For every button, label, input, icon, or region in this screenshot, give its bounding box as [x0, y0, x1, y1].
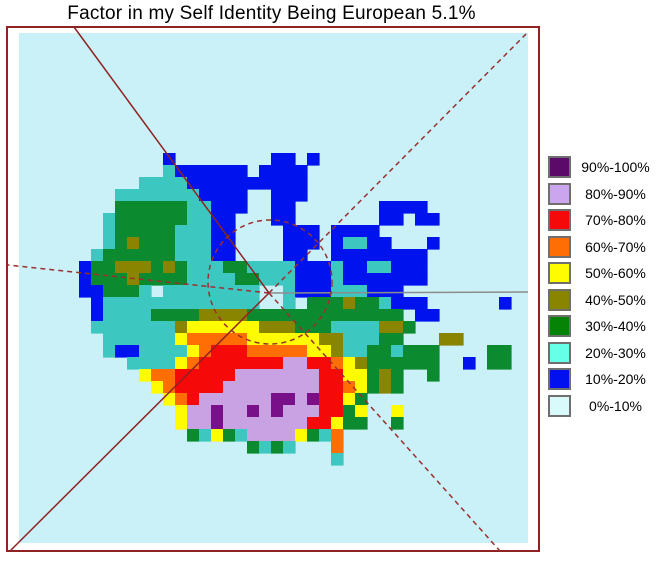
- legend-label: 20%-30%: [585, 344, 646, 361]
- legend-swatch: [548, 209, 571, 232]
- legend-swatch: [548, 262, 571, 285]
- legend-item: 50%-60%: [548, 260, 660, 287]
- legend-label: 0%-10%: [589, 397, 642, 414]
- contour-cells: [79, 153, 512, 466]
- legend-label: 40%-50%: [585, 291, 646, 308]
- partition-line-dashed-left: [7, 264, 270, 294]
- legend-label: 80%-90%: [585, 185, 646, 202]
- legend-label: 30%-40%: [585, 318, 646, 335]
- legend-label: 70%-80%: [585, 212, 646, 229]
- legend-item: 70%-80%: [548, 207, 660, 234]
- legend-item: 90%-100%: [548, 154, 660, 181]
- legend-item: 0%-10%: [548, 393, 660, 420]
- legend-swatch: [548, 315, 571, 338]
- legend-item: 40%-50%: [548, 287, 660, 314]
- legend-item: 20%-30%: [548, 340, 660, 367]
- legend-swatch: [548, 235, 571, 258]
- chart-title: Factor in my Self Identity Being Europea…: [67, 3, 476, 24]
- legend-label: 50%-60%: [585, 265, 646, 282]
- partition-line-solid-upper: [73, 26, 270, 294]
- legend-swatch: [548, 288, 571, 311]
- legend-swatch: [548, 394, 571, 417]
- legend-item: 60%-70%: [548, 234, 660, 261]
- legend: 90%-100% 80%-90% 70%-80% 60%-70% 50%-60% 40%-…: [548, 154, 660, 419]
- legend-item: 80%-90%: [548, 181, 660, 208]
- legend-label: 60%-70%: [585, 238, 646, 255]
- legend-item: 10%-20%: [548, 366, 660, 393]
- legend-swatch: [548, 156, 571, 179]
- partition-line-solid-lower-left: [9, 292, 270, 552]
- legend-swatch: [548, 368, 571, 391]
- partition-line-dashed-lower-right: [268, 292, 501, 552]
- legend-label: 90%-100%: [581, 159, 650, 176]
- partition-circle: [207, 219, 333, 345]
- legend-item: 30%-40%: [548, 313, 660, 340]
- partition-line-gray-right: [268, 291, 529, 294]
- legend-swatch: [548, 182, 571, 205]
- partition-line-dashed-upper-right: [268, 32, 528, 294]
- legend-swatch: [548, 341, 571, 364]
- legend-label: 10%-20%: [585, 371, 646, 388]
